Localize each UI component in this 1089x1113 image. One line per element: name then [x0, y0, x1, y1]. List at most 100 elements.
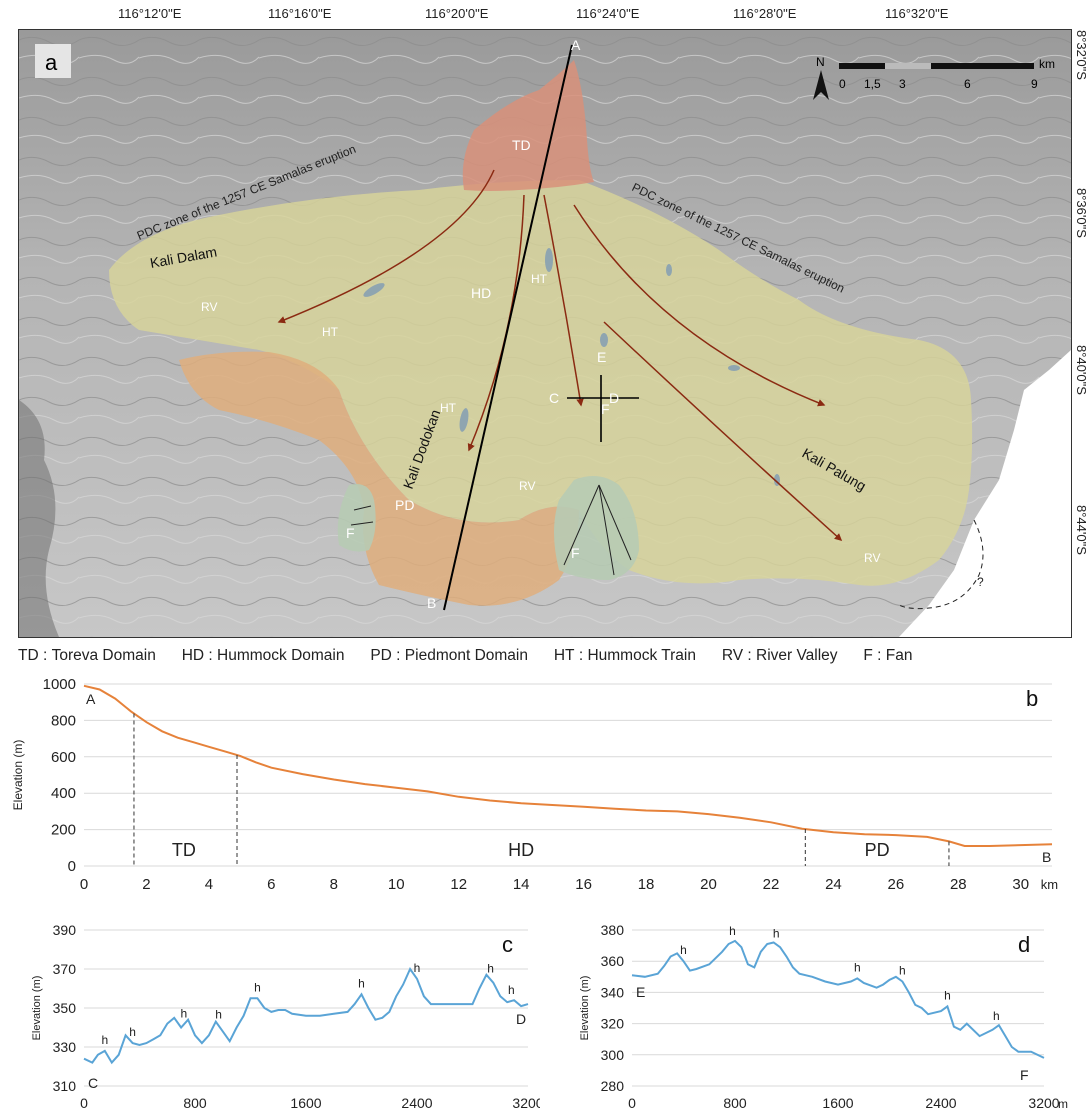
legend-code: PD [370, 647, 392, 664]
hummock-train [459, 408, 469, 432]
sea-area [899, 350, 1071, 637]
legend-name: Hummock Domain [217, 647, 345, 664]
x-tick-label: 1600 [822, 1095, 853, 1111]
panel-letter: c [502, 932, 513, 957]
geomorphological-map: a N 0 1,5 3 6 9 km PDC zone of the 1257 … [18, 29, 1072, 638]
y-tick-label: 360 [601, 953, 625, 969]
x-tick-label: 30 [1012, 876, 1029, 893]
piedmont-domain-area [179, 351, 579, 606]
profile-line [83, 684, 1053, 847]
flow-arrow [543, 194, 584, 407]
zone-label-rv: RV [201, 300, 217, 314]
y-tick-label: 310 [53, 1078, 77, 1094]
x-tick-label: 10 [388, 876, 405, 893]
unknown-mark: ? [977, 575, 984, 589]
hummock-label: h [101, 1033, 108, 1047]
x-tick-label: 3200 [512, 1095, 540, 1111]
zone-label-pd: PD [395, 497, 414, 513]
x-tick-label: 14 [513, 876, 530, 893]
x-tick-label: 800 [183, 1095, 207, 1111]
legend-code: RV [721, 647, 744, 664]
legend-name: Toreva Domain [51, 647, 156, 664]
zone-label-ht: HT [440, 401, 457, 415]
y-tick-label: 380 [601, 922, 625, 938]
y-tick-label: 800 [51, 712, 76, 729]
legend-code: TD [18, 647, 39, 664]
x-tick-label: 20 [700, 876, 717, 893]
y-tick-label: 330 [53, 1039, 77, 1055]
flow-arrow [603, 321, 843, 542]
profile-chart-c: 3103303503703900800160024003200mElevatio… [31, 922, 540, 1111]
legend-name: River Valley [756, 647, 838, 664]
fan-line [598, 484, 615, 576]
hummock-train [600, 333, 608, 347]
profile-line [631, 939, 1045, 1059]
zone-label-f: F [346, 525, 355, 541]
zone-label-f: F [571, 545, 580, 561]
longitude-label: 116°20'0"E [425, 6, 489, 21]
x-tick-label: 22 [763, 876, 780, 893]
fan-line [353, 505, 372, 511]
zone-label-rv: RV [519, 479, 535, 493]
coastline-dashed [898, 519, 984, 610]
panel-letter: b [1026, 686, 1038, 711]
x-tick-label: 8 [330, 876, 338, 893]
y-tick-label: 280 [601, 1078, 625, 1094]
y-tick-label: 300 [601, 1047, 625, 1063]
profile-point-f: F [601, 401, 610, 417]
x-tick-label: 6 [267, 876, 275, 893]
hummock-label: h [487, 962, 494, 976]
hummock-label: h [254, 980, 261, 994]
scale-label: 3 [899, 77, 906, 91]
hummock-label: h [129, 1025, 136, 1039]
hummock-label: h [854, 960, 861, 974]
x-tick-label: 800 [723, 1095, 747, 1111]
latitude-label: 8°32'0"S [1074, 30, 1089, 80]
hummock-label: h [181, 1006, 188, 1020]
y-tick-label: 320 [601, 1016, 625, 1032]
hummock-label: h [358, 976, 365, 990]
panel-letter: d [1018, 932, 1030, 957]
fan-area [337, 484, 376, 552]
fan-line [563, 484, 600, 566]
zone-label-td: TD [512, 137, 531, 153]
zone-label-hd: HD [471, 285, 491, 301]
latitude-label: 8°44'0"S [1074, 505, 1089, 555]
legend-name: Fan [885, 647, 913, 664]
legend-code: HT [553, 647, 575, 664]
profile-end-label: B [1042, 849, 1051, 865]
y-tick-label: 350 [53, 1000, 77, 1016]
y-tick-label: 1000 [43, 676, 76, 693]
y-tick-label: 0 [68, 858, 76, 875]
profile-point-d: D [609, 390, 619, 406]
flow-arrow [277, 169, 495, 324]
y-axis-label: Elevation (m) [579, 976, 591, 1041]
map-canvas: a N 0 1,5 3 6 9 km PDC zone of the 1257 … [19, 30, 1071, 637]
y-tick-label: 400 [51, 785, 76, 802]
profile-point-a: A [571, 37, 581, 53]
legend-code: F [863, 647, 873, 664]
x-tick-label: 2400 [925, 1095, 956, 1111]
y-tick-label: 390 [53, 922, 77, 938]
y-axis-label: Elevation (m) [31, 976, 43, 1041]
hummock-label: h [414, 961, 421, 975]
zone-label-ht: HT [531, 272, 548, 286]
hummock-label: h [215, 1008, 222, 1022]
x-tick-label: 0 [80, 876, 88, 893]
latitude-label: 8°36'0"S [1074, 188, 1089, 238]
longitude-label: 116°32'0"E [885, 6, 949, 21]
profile-start-label: E [636, 984, 645, 1000]
longitude-label: 116°12'0"E [118, 6, 182, 21]
x-tick-label: 24 [825, 876, 842, 893]
hummock-train [666, 264, 672, 276]
fan-area [554, 476, 639, 580]
profile-point-c: C [549, 390, 559, 406]
profile-end-label: D [516, 1011, 526, 1027]
x-tick-label: 12 [450, 876, 467, 893]
scale-label: 9 [1031, 77, 1038, 91]
latitude-label: 8°40'0"S [1074, 345, 1089, 395]
profile-point-b: B [427, 595, 436, 611]
profile-line-a-b [443, 44, 573, 611]
